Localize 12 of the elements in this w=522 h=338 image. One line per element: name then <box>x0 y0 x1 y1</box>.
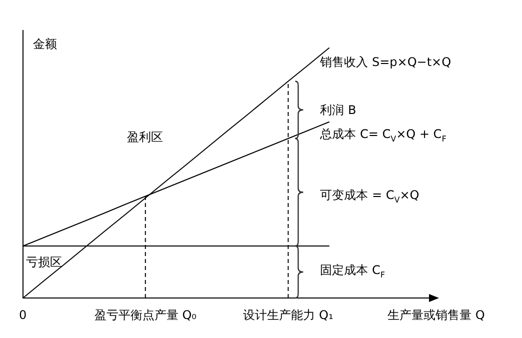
x-tick-label: 盈亏平衡点产量 Q₀ <box>94 308 196 322</box>
annotation: 固定成本 C$_{F}$ <box>320 262 385 281</box>
x-tick-label: 设计生产能力 Q₁ <box>243 308 334 322</box>
annotation: 可变成本 = C$_{V}$×Q <box>320 188 420 206</box>
x-tick-label: 0 <box>19 308 27 322</box>
series-label: 总成本 C= C$_{V}$×Q + C$_{F}$ <box>320 126 446 145</box>
annotation: 盈利区 <box>127 130 164 144</box>
x-axis-title: 生产量或销售量 Q <box>388 308 485 322</box>
annotation: 亏损区 <box>26 255 62 269</box>
y-axis-title: 金额 <box>33 37 57 51</box>
annotation: 利润 B <box>320 102 356 117</box>
series-label: 销售收入 S=p×Q−t×Q <box>320 55 452 69</box>
